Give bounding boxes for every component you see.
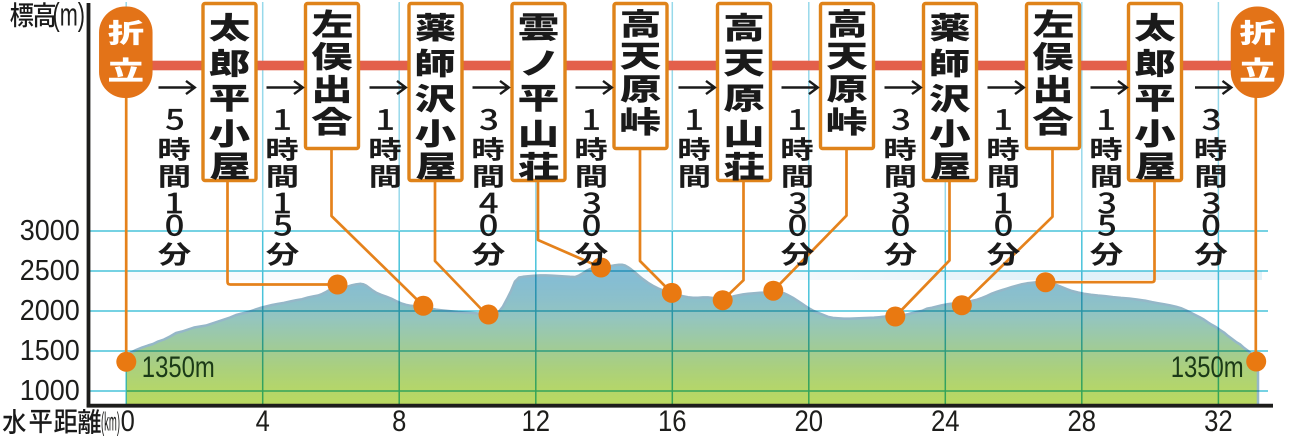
svg-text:0: 0 <box>121 405 135 438</box>
svg-text:2000: 2000 <box>20 294 80 326</box>
svg-text:20: 20 <box>795 405 824 438</box>
svg-text:(km): (km) <box>101 407 120 437</box>
svg-text:28: 28 <box>1068 405 1097 438</box>
svg-text:8: 8 <box>392 405 406 438</box>
svg-text:2500: 2500 <box>20 254 80 286</box>
svg-text:1000: 1000 <box>20 374 80 406</box>
svg-text:12: 12 <box>522 405 551 438</box>
svg-text:32: 32 <box>1204 405 1233 438</box>
svg-text:3000: 3000 <box>20 214 80 246</box>
svg-text:1500: 1500 <box>20 334 80 366</box>
svg-text:16: 16 <box>658 405 687 438</box>
svg-text:24: 24 <box>931 405 960 438</box>
svg-text:(m): (m) <box>53 0 86 33</box>
svg-text:1350m: 1350m <box>1171 351 1244 384</box>
svg-text:4: 4 <box>256 405 270 438</box>
svg-text:1350m: 1350m <box>142 351 215 384</box>
